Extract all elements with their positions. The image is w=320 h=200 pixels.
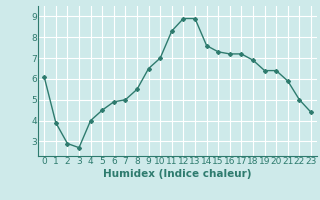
- X-axis label: Humidex (Indice chaleur): Humidex (Indice chaleur): [103, 169, 252, 179]
